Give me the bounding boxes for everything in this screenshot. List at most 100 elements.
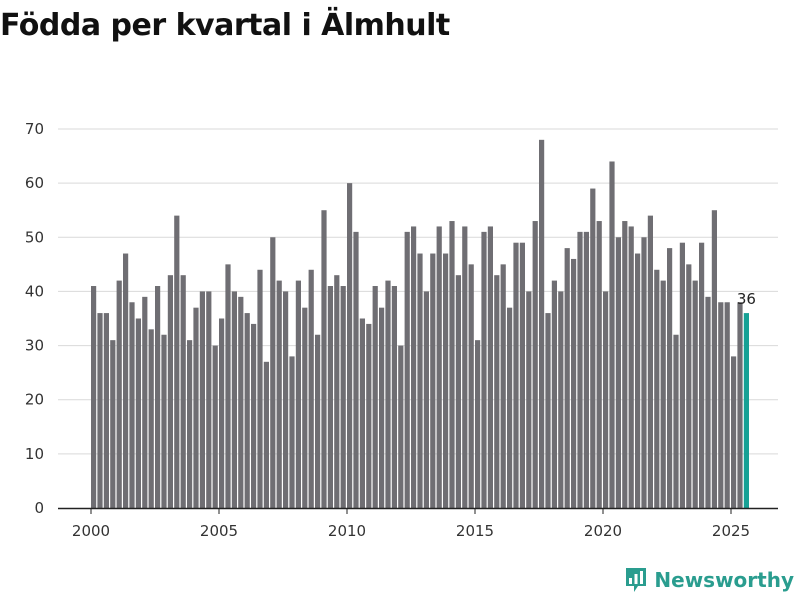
y-tick-label: 50 [25, 228, 44, 246]
bar [174, 215, 180, 508]
bar [135, 318, 141, 508]
bar [647, 215, 653, 508]
bar [283, 291, 289, 508]
x-tick-label: 2025 [712, 522, 750, 540]
bar [590, 188, 596, 509]
bar [699, 242, 705, 508]
bar [430, 253, 436, 508]
bar [737, 302, 743, 508]
bar [475, 340, 481, 508]
bar [379, 307, 385, 508]
bar [718, 302, 724, 508]
bar [551, 280, 557, 508]
bar [411, 226, 417, 508]
bar [449, 221, 455, 509]
bar [436, 226, 442, 508]
bar [641, 237, 647, 509]
bar [276, 280, 282, 508]
bar [219, 318, 225, 508]
bar [513, 242, 519, 508]
bar [321, 210, 327, 508]
bar [731, 356, 737, 508]
bar [660, 280, 666, 508]
bar-chart-logo-icon [626, 568, 647, 592]
bar [462, 226, 468, 508]
bar [673, 334, 679, 508]
bar [622, 221, 628, 509]
bar [654, 269, 660, 508]
bar [494, 275, 500, 508]
bar-chart: 0 10 20 30 40 50 60 70 2000 2005 2010 2015 2020 2025… [25, 120, 778, 540]
bar [289, 356, 295, 508]
y-tick-label: 70 [25, 120, 44, 138]
chart-title: Födda per kvartal i Älmhult [0, 8, 450, 43]
bar [225, 264, 231, 508]
bar [206, 291, 212, 508]
bar [116, 280, 122, 508]
bar [519, 242, 525, 508]
bar [347, 183, 353, 508]
bar [334, 275, 340, 508]
bar [103, 313, 109, 508]
y-tick-label: 10 [25, 445, 44, 463]
bar [97, 313, 103, 508]
bar [667, 248, 673, 508]
bar [468, 264, 474, 508]
bar [244, 313, 250, 508]
bar [238, 296, 244, 508]
bar [167, 275, 173, 508]
bar [251, 323, 257, 508]
bar [148, 329, 154, 508]
brand-name: Newsworthy [654, 568, 794, 592]
bar [558, 291, 564, 508]
bar [353, 231, 359, 508]
bar [539, 139, 545, 509]
bar [679, 242, 685, 508]
bar [545, 313, 551, 508]
bar [711, 210, 717, 508]
bar [500, 264, 506, 508]
bar [180, 275, 186, 508]
bar [705, 296, 711, 508]
bar [564, 248, 570, 508]
bar [340, 286, 346, 508]
x-tick-label: 2020 [584, 522, 622, 540]
bar [609, 161, 615, 508]
bar [417, 253, 423, 508]
bar [193, 307, 199, 508]
bar [583, 231, 589, 508]
bar [366, 323, 372, 508]
bar [110, 340, 116, 508]
bar [212, 345, 218, 508]
bar [161, 334, 167, 508]
y-axis-ticks: 0 10 20 30 40 50 60 70 [25, 120, 44, 517]
y-tick-label: 20 [25, 391, 44, 409]
bar [603, 291, 609, 508]
bar [385, 280, 391, 508]
bars [91, 139, 749, 509]
bar [327, 286, 333, 508]
bar [692, 280, 698, 508]
bar [635, 253, 641, 508]
bar [302, 307, 308, 508]
bar [359, 318, 365, 508]
bar [263, 361, 269, 508]
bar [129, 302, 135, 508]
brand-logo[interactable]: Newsworthy [624, 566, 794, 594]
bar [596, 221, 602, 509]
bar [91, 286, 97, 508]
bar [571, 258, 577, 508]
bar [295, 280, 301, 508]
y-tick-label: 40 [25, 282, 44, 300]
bar [423, 291, 429, 508]
y-tick-label: 30 [25, 337, 44, 355]
bar [199, 291, 205, 508]
bar [577, 231, 583, 508]
x-axis: 2000 2005 2010 2015 2020 2025 [58, 507, 778, 540]
bar [315, 334, 321, 508]
bar [187, 340, 193, 508]
bar [724, 302, 730, 508]
bar [615, 237, 621, 509]
bar [686, 264, 692, 508]
bar [270, 237, 276, 509]
